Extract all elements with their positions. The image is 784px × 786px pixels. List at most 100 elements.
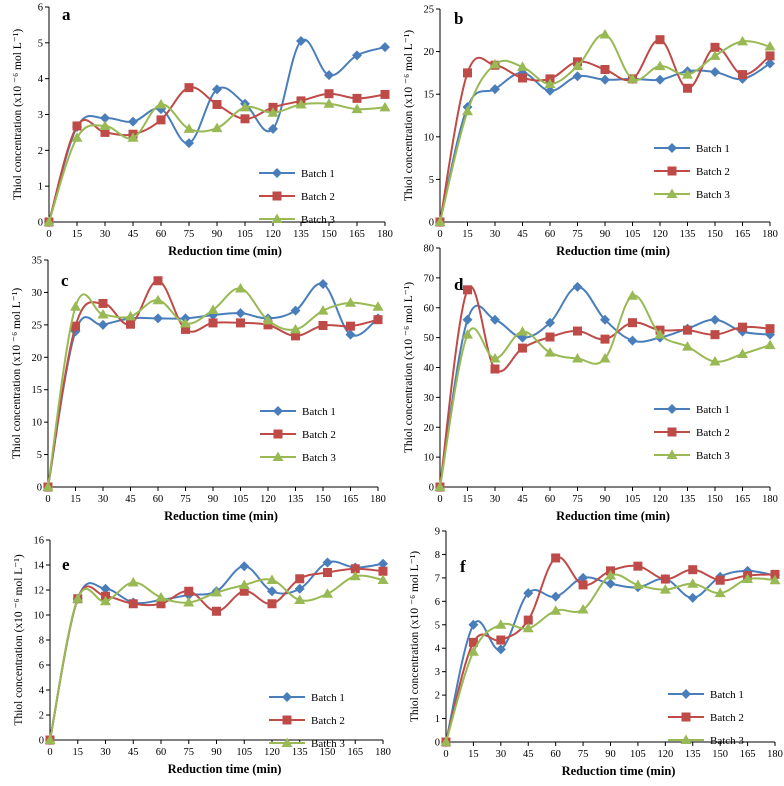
x-tick-label: 180	[767, 749, 783, 760]
data-point-batch-3	[266, 574, 278, 584]
data-point-batch-1	[324, 70, 334, 81]
data-point-batch-2	[655, 35, 665, 45]
chart-panel-b: 0 5 10 15 20 25 0 15 30 45 60 75 90 105 120 135 150 165 18…	[403, 5, 778, 259]
y-axis-title: Thiol concentration (x10 ⁻⁶ mol L⁻¹)	[13, 554, 25, 725]
panel-letter: e	[62, 555, 70, 574]
y-tick-label: 20	[424, 423, 435, 434]
x-tick-label: 165	[735, 229, 751, 240]
data-point-batch-3	[317, 305, 329, 315]
data-point-batch-1	[710, 314, 720, 325]
y-tick-label: 12	[34, 586, 45, 597]
data-point-batch-3	[71, 132, 83, 142]
y-tick-label: 8	[39, 636, 44, 647]
x-tick-label: 180	[375, 747, 391, 758]
x-tick-label: 60	[545, 229, 556, 240]
x-tick-label: 120	[652, 229, 668, 240]
data-point-batch-2	[98, 298, 108, 308]
y-tick-label: 6	[435, 597, 440, 608]
x-tick-label: 75	[572, 494, 583, 505]
chart-panel-c: 0 5 10 15 20 25 30 35 0 15 30 45 60 75 90 105 120 135 150 1…	[11, 256, 386, 524]
data-point-batch-2	[463, 68, 472, 78]
data-point-batch-2	[468, 637, 478, 647]
data-point-batch-2	[765, 324, 775, 334]
data-point-batch-2	[683, 325, 692, 335]
y-tick-label: 6	[39, 661, 44, 672]
data-point-batch-3	[322, 588, 333, 598]
x-tick-label: 75	[578, 749, 589, 760]
y-tick-label: 2	[39, 711, 44, 722]
data-point-batch-2	[208, 318, 218, 328]
y-tick-label: 14	[34, 561, 45, 572]
data-point-batch-1	[605, 578, 616, 589]
data-point-batch-1	[490, 84, 500, 95]
chart-panel-d: 0 10 20 30 40 50 60 70 80 0 15 30 45 60 75 90 105 120 135 1…	[403, 244, 778, 524]
y-tick-label: 15	[32, 385, 43, 396]
y-tick-label: 60	[424, 303, 435, 314]
data-point-batch-1	[687, 592, 698, 603]
x-tick-label: 165	[349, 229, 365, 240]
data-point-batch-1	[100, 113, 110, 124]
y-tick-label: 3	[435, 667, 440, 678]
x-tick-label: 15	[70, 494, 81, 505]
data-point-batch-2	[318, 321, 328, 331]
x-tick-label: 15	[462, 494, 473, 505]
x-tick-label: 120	[264, 747, 280, 758]
legend-label: Batch 2	[302, 429, 336, 441]
data-point-batch-1	[380, 42, 390, 53]
data-point-batch-2	[551, 553, 561, 563]
data-point-batch-2	[378, 566, 388, 576]
data-point-batch-2	[212, 606, 221, 616]
y-tick-label: 35	[32, 256, 43, 267]
data-point-batch-3	[207, 304, 219, 314]
data-point-batch-3	[267, 107, 279, 117]
data-point-batch-3	[599, 29, 611, 39]
y-tick-label: 4	[39, 686, 45, 697]
data-point-batch-3	[262, 314, 274, 325]
data-point-batch-2	[628, 318, 637, 328]
data-point-batch-1	[318, 278, 328, 289]
data-point-batch-2	[463, 285, 472, 295]
legend-label: Batch 2	[696, 166, 730, 178]
x-axis-title: Reduction time (min)	[556, 244, 670, 258]
data-point-batch-3	[180, 318, 191, 328]
data-point-batch-2	[496, 635, 506, 645]
x-tick-label: 105	[625, 494, 641, 505]
data-point-batch-3	[44, 734, 56, 744]
x-axis-title: Reduction time (min)	[562, 764, 676, 778]
y-tick-label: 4	[435, 644, 441, 655]
data-point-batch-2	[181, 324, 190, 334]
legend-marker	[681, 689, 691, 699]
legend-label: Batch 2	[311, 715, 345, 727]
x-tick-label: 15	[73, 747, 84, 758]
y-tick-label: 5	[429, 175, 434, 186]
x-tick-label: 180	[762, 229, 778, 240]
legend-label: Batch 2	[710, 712, 744, 724]
panel-letter: a	[62, 5, 71, 24]
x-tick-label: 0	[437, 229, 442, 240]
data-point-batch-1	[600, 74, 610, 85]
y-tick-label: 25	[424, 5, 435, 16]
legend-marker	[681, 712, 691, 722]
data-point-batch-1	[98, 319, 108, 330]
panel-letter: d	[454, 275, 464, 294]
x-tick-label: 135	[680, 229, 696, 240]
data-point-batch-2	[156, 115, 166, 125]
data-point-batch-1	[655, 74, 665, 85]
data-point-batch-3	[522, 622, 534, 633]
x-tick-label: 60	[550, 749, 561, 760]
x-axis-title: Reduction time (min)	[556, 509, 670, 523]
y-tick-label: 6	[38, 3, 43, 14]
data-point-batch-2	[212, 99, 222, 109]
x-tick-label: 120	[657, 749, 673, 760]
data-point-batch-3	[737, 35, 748, 46]
x-tick-label: 30	[98, 494, 109, 505]
data-point-batch-3	[127, 577, 139, 587]
data-point-batch-2	[295, 574, 305, 584]
data-point-batch-2	[688, 565, 698, 575]
data-point-batch-3	[211, 587, 222, 597]
data-point-batch-3	[235, 283, 246, 293]
data-point-batch-3	[682, 341, 693, 351]
data-point-batch-3	[769, 574, 781, 585]
y-tick-label: 4	[38, 74, 44, 85]
data-point-batch-2	[765, 51, 775, 61]
